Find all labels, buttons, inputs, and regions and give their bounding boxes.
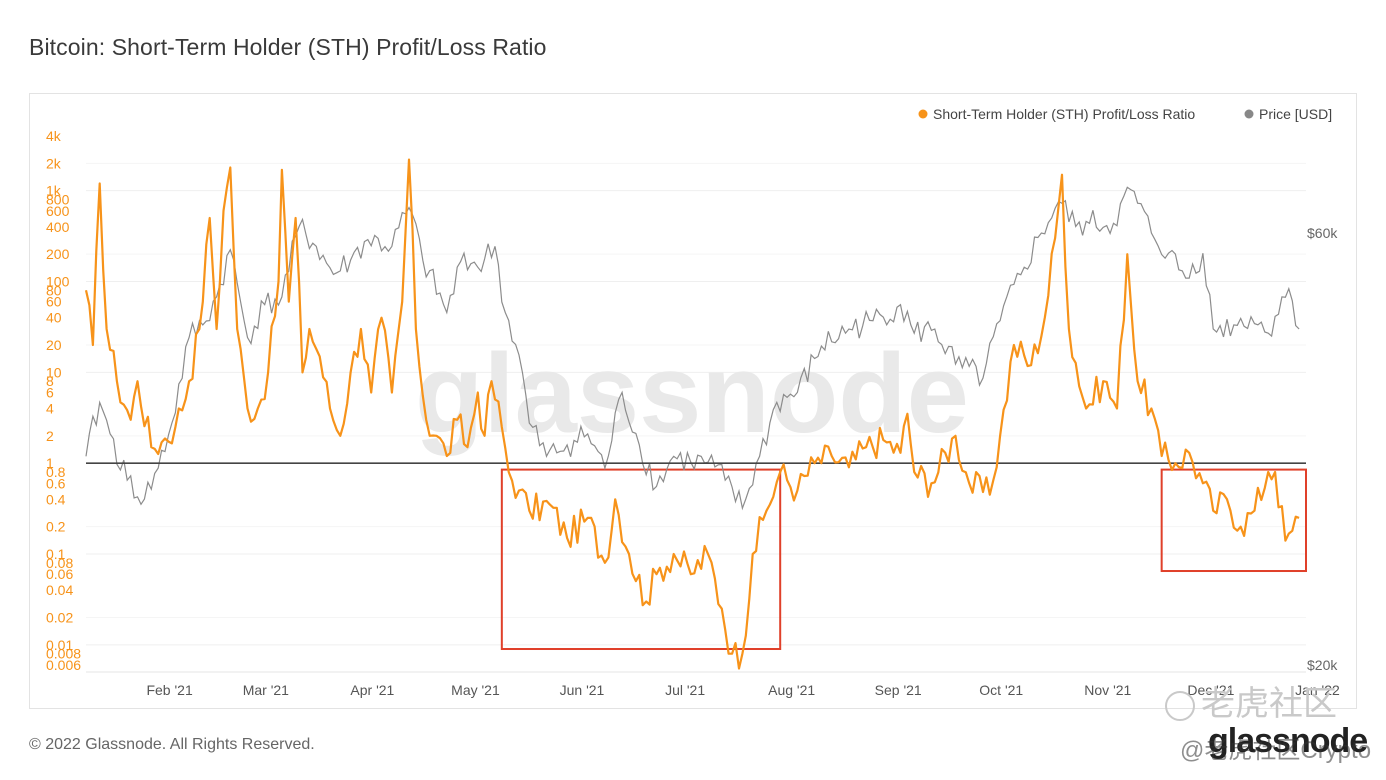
left-tick-label: 4k — [46, 128, 62, 144]
left-tick-label: 800 — [46, 191, 70, 207]
left-tick-label: 40 — [46, 310, 62, 326]
x-tick-label: Jun '21 — [560, 682, 605, 698]
highlight-box — [1160, 468, 1308, 573]
right-axis-ticks: $60k $20k — [1307, 225, 1338, 673]
legend-marker-icon — [918, 109, 928, 119]
left-tick-label: 0.006 — [46, 657, 81, 673]
left-tick-label: 600 — [46, 203, 70, 219]
left-tick-label: 8 — [46, 373, 54, 389]
corner-watermark: 老虎社区 — [1165, 676, 1337, 725]
x-tick-label: May '21 — [451, 682, 500, 698]
watermark-ring-icon — [1165, 691, 1195, 722]
footer-logo-text: glassnode — [1208, 722, 1368, 760]
x-tick-label: Nov '21 — [1084, 682, 1131, 698]
chart-watermark: glassnode — [415, 331, 969, 456]
left-tick-label: 4 — [46, 400, 54, 416]
left-tick-label: 10 — [46, 364, 62, 380]
right-tick-label: $20k — [1307, 657, 1338, 673]
left-tick-label: 60 — [46, 294, 62, 310]
left-tick-label: 2k — [46, 155, 62, 171]
corner-watermark-text: 老虎社区 — [1201, 685, 1337, 723]
left-tick-label: 1k — [46, 183, 62, 199]
x-tick-label: Oct '21 — [979, 682, 1023, 698]
x-tick-label: Jul '21 — [665, 682, 705, 698]
legend-label: Price [USD] — [1259, 106, 1332, 122]
x-tick-label: Jan '22 — [1295, 682, 1340, 698]
left-tick-label: 0.6 — [46, 475, 66, 491]
chart-frame — [29, 93, 1357, 709]
highlight-box — [500, 468, 782, 651]
legend-label: Short-Term Holder (STH) Profit/Loss Rati… — [933, 106, 1195, 122]
left-tick-label: 200 — [46, 246, 70, 262]
left-tick-label: 0.4 — [46, 491, 66, 507]
left-tick-label: 0.1 — [46, 546, 66, 562]
x-tick-label: Dec '21 — [1187, 682, 1234, 698]
left-tick-label: 0.01 — [46, 637, 73, 653]
left-tick-label: 20 — [46, 337, 62, 353]
x-axis-ticks: Feb '21 Mar '21 Apr '21 May '21 Jun '21 Jul '… — [146, 682, 1340, 698]
left-tick-label: 0.02 — [46, 610, 73, 626]
page-title: Bitcoin: Short-Term Holder (STH) Profit/… — [29, 34, 547, 60]
left-tick-label: 400 — [46, 219, 70, 235]
copyright-text: © 2022 Glassnode. All Rights Reserved. — [29, 736, 315, 753]
left-tick-label: 100 — [46, 274, 70, 290]
left-tick-label: 0.2 — [46, 519, 66, 535]
footer-overlay-text: @老虎社区Crypto — [1180, 737, 1372, 764]
x-tick-label: Aug '21 — [768, 682, 815, 698]
left-tick-label: 0.8 — [46, 464, 66, 480]
x-tick-label: Sep '21 — [875, 682, 922, 698]
x-tick-label: Mar '21 — [243, 682, 289, 698]
legend-marker-icon — [1244, 109, 1254, 119]
x-tick-label: Apr '21 — [350, 682, 394, 698]
left-tick-label: 6 — [46, 385, 54, 401]
left-axis-ticks: 4k2k1k8006004002001008060402010864210.80… — [46, 128, 81, 673]
left-tick-label: 2 — [46, 428, 54, 444]
left-tick-label: 0.008 — [46, 646, 81, 662]
legend[interactable]: Short-Term Holder (STH) Profit/Loss Rati… — [918, 106, 1333, 122]
x-tick-label: Feb '21 — [146, 682, 192, 698]
sth-ratio-series-line — [84, 158, 1300, 670]
left-tick-label: 1 — [46, 455, 54, 471]
footer-logo: glassnode @老虎社区Crypto — [1180, 722, 1371, 764]
left-tick-label: 0.08 — [46, 555, 73, 571]
left-tick-label: 0.06 — [46, 566, 73, 582]
right-tick-label: $60k — [1307, 225, 1338, 241]
highlight-boxes — [500, 468, 1308, 651]
left-tick-label: 0.04 — [46, 582, 73, 598]
left-tick-label: 80 — [46, 282, 62, 298]
